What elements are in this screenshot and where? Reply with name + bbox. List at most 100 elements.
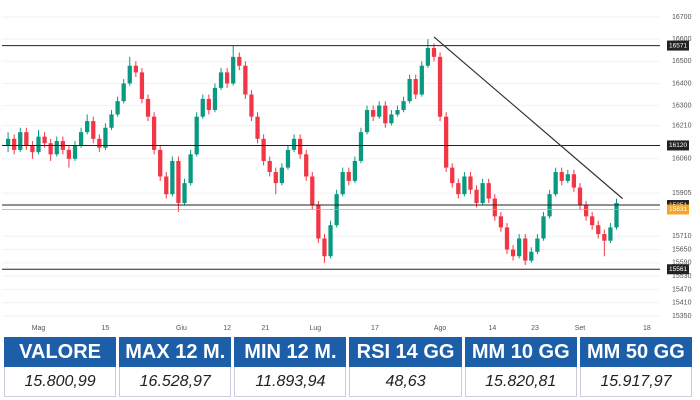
y-tick-label: 16700 xyxy=(672,14,692,21)
y-tick-label: 16060 xyxy=(672,156,692,163)
candle-body xyxy=(182,183,187,204)
y-tick-label: 15590 xyxy=(672,260,692,267)
x-tick-label: 23 xyxy=(531,325,539,332)
candle-body xyxy=(42,136,47,144)
candle-body xyxy=(492,198,497,217)
candle-body xyxy=(255,116,260,139)
candle-body xyxy=(583,205,589,217)
candle-body xyxy=(48,143,53,155)
candle-body xyxy=(444,116,449,168)
candle-body xyxy=(5,138,11,146)
candle-body xyxy=(91,121,96,139)
candle-body xyxy=(608,227,613,241)
candle-body xyxy=(602,234,607,241)
candle-body xyxy=(237,56,242,66)
candle-body xyxy=(273,172,278,184)
candle-body xyxy=(614,203,619,228)
x-tick-label: 21 xyxy=(262,325,270,332)
header-cell: MM 50 GG xyxy=(579,337,692,367)
candle-body xyxy=(24,132,29,146)
candle-body xyxy=(212,87,218,111)
level-tag xyxy=(667,40,689,51)
candle-body xyxy=(200,98,205,117)
candle-body xyxy=(170,160,175,195)
trendline xyxy=(433,36,623,200)
candle-body xyxy=(535,238,540,252)
level-label: 16571 xyxy=(669,42,687,49)
candle-body xyxy=(36,136,41,153)
x-tick-label: 12 xyxy=(223,325,231,332)
candle-body xyxy=(164,176,169,195)
candle-body xyxy=(316,205,321,239)
y-tick-label: 15710 xyxy=(672,233,692,240)
candle-body xyxy=(261,138,266,161)
y-tick-label: 15410 xyxy=(672,300,692,307)
stats-table: VALORE MAX 12 M. MIN 12 M. RSI 14 GG MM 10 G… xyxy=(4,337,692,397)
x-tick-label: Lug xyxy=(309,325,321,332)
level-label: 16120 xyxy=(669,142,687,149)
candle-body xyxy=(462,176,467,195)
candle-body xyxy=(224,72,230,84)
x-tick-label: Giu xyxy=(176,325,187,332)
header-cell: MIN 12 M. xyxy=(234,337,347,367)
candle-body xyxy=(285,149,291,168)
candle-body xyxy=(352,160,358,181)
candle-body xyxy=(267,160,272,173)
candle-body xyxy=(413,79,418,95)
candle-body xyxy=(395,110,400,115)
candle-body xyxy=(523,238,528,261)
candle-body xyxy=(377,105,382,117)
candle-body xyxy=(279,167,284,184)
value-cell: 11.893,94 xyxy=(234,367,347,397)
chart: 16700 16600 16500 16400 16300 16210 16060 15905… xyxy=(2,14,692,332)
candle-body xyxy=(559,172,564,181)
value-cell: 15.917,97 xyxy=(579,367,692,397)
candle-body xyxy=(450,167,455,184)
candle-body xyxy=(389,114,394,124)
candle-body xyxy=(78,132,84,146)
y-tick-label: 15350 xyxy=(672,313,692,320)
candle-body xyxy=(371,110,376,117)
candle-body xyxy=(571,174,577,188)
candle-body xyxy=(431,48,437,57)
candle-body xyxy=(66,149,72,159)
x-tick-label: 14 xyxy=(488,325,496,332)
level-tag xyxy=(667,140,689,151)
x-tick-label: 18 xyxy=(643,325,651,332)
candle-body xyxy=(194,116,199,155)
candle-body xyxy=(127,65,132,84)
header-cell: MAX 12 M. xyxy=(119,337,232,367)
value-cell: 15.820,81 xyxy=(464,367,577,397)
candle-body xyxy=(304,154,309,177)
candle-body xyxy=(249,94,254,117)
candle-body xyxy=(401,101,406,111)
y-tick-label: 15470 xyxy=(672,286,692,293)
candle-body xyxy=(115,101,120,115)
candle-body xyxy=(517,238,522,257)
candle-body xyxy=(577,187,583,206)
candle-body xyxy=(291,138,297,150)
candle-body xyxy=(151,116,157,150)
y-tick-label: 16600 xyxy=(672,36,692,43)
candle-body xyxy=(72,145,78,159)
y-tick-label: 16300 xyxy=(672,102,692,109)
candle-body xyxy=(109,114,114,128)
candle-body xyxy=(468,176,473,190)
candle-body xyxy=(206,98,211,111)
y-tick-label: 16210 xyxy=(672,122,692,129)
header-cell: MM 10 GG xyxy=(464,337,577,367)
candle-body xyxy=(18,132,23,150)
header-cell: RSI 14 GG xyxy=(349,337,462,367)
candle-body xyxy=(590,216,595,226)
x-tick-label: 15 xyxy=(102,325,110,332)
candle-body xyxy=(486,183,491,199)
value-cell: 15.800,99 xyxy=(4,367,117,397)
value-cell: 48,63 xyxy=(349,367,462,397)
x-tick-label: Ago xyxy=(434,325,447,332)
candle-body xyxy=(12,138,17,150)
candle-body xyxy=(158,149,163,177)
candle-body xyxy=(145,98,151,117)
candle-body xyxy=(358,132,364,161)
candle-body xyxy=(231,56,236,84)
candle-body xyxy=(346,172,351,181)
